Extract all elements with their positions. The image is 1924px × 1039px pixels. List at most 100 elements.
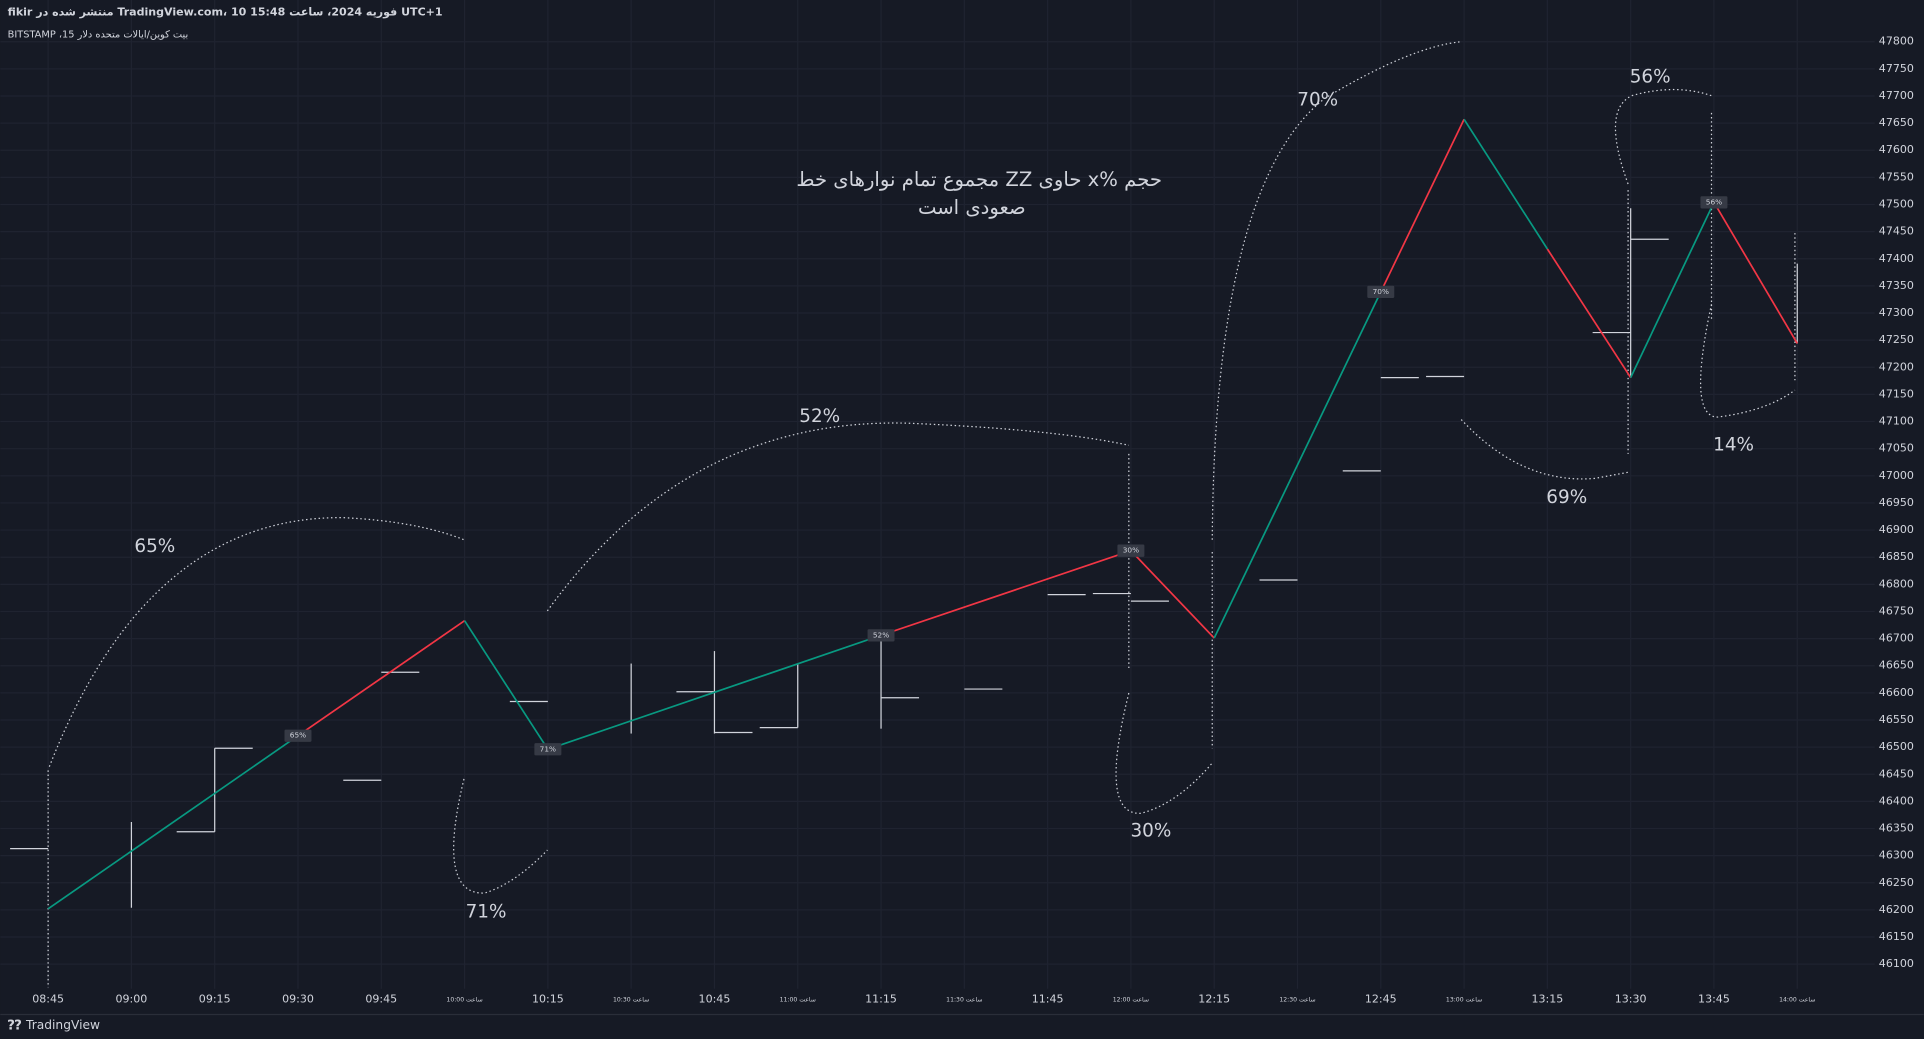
zigzag-segment xyxy=(1213,291,1382,639)
x-tick-label: 09:30 xyxy=(282,993,314,1006)
y-tick-label: 47750 xyxy=(1879,62,1914,75)
y-tick-label: 47100 xyxy=(1879,415,1914,428)
y-tick-label: 46900 xyxy=(1879,523,1914,536)
x-tick-label: 12:15 xyxy=(1198,993,1230,1006)
arc xyxy=(1700,304,1796,418)
x-tick-label: ساعت 11:00 xyxy=(780,997,816,1004)
x-tick-label: ساعت 11:30 xyxy=(946,997,982,1004)
y-tick-label: 47300 xyxy=(1879,306,1914,319)
x-tick-label: ساعت 12:00 xyxy=(1113,997,1149,1004)
y-tick-label: 47250 xyxy=(1879,333,1914,346)
y-tick-label: 47450 xyxy=(1879,225,1914,238)
y-tick-label: 46700 xyxy=(1879,632,1914,645)
zigzag-segment xyxy=(1629,201,1715,378)
y-tick-label: 46750 xyxy=(1879,604,1914,617)
brand: TradingView xyxy=(25,1018,100,1032)
zigzag-segment xyxy=(1130,550,1215,639)
percent-annotation: 14% xyxy=(1713,434,1754,455)
y-tick-label: 46800 xyxy=(1879,577,1914,590)
point-label-box xyxy=(284,729,312,742)
x-tick-label: 10:15 xyxy=(532,993,564,1006)
logo: ⁇ xyxy=(8,1018,22,1034)
y-tick-label: 46150 xyxy=(1879,930,1914,943)
zigzag-segment xyxy=(1713,201,1798,344)
percent-annotation: 69% xyxy=(1546,487,1587,508)
arc xyxy=(546,422,1129,612)
arc xyxy=(1460,419,1629,480)
y-tick-label: 47500 xyxy=(1879,197,1914,210)
decorations xyxy=(47,41,1796,988)
x-tick-label: ساعت 10:30 xyxy=(613,997,649,1004)
y-tick-label: 47200 xyxy=(1879,360,1914,373)
y-tick-label: 46250 xyxy=(1879,876,1914,889)
point-label: 65% xyxy=(290,731,306,740)
y-tick-label: 47350 xyxy=(1879,279,1914,292)
y-tick-label: 46850 xyxy=(1879,550,1914,563)
percent-annotation: 71% xyxy=(466,902,507,923)
x-tick-label: 11:15 xyxy=(865,993,897,1006)
y-tick-label: 47400 xyxy=(1879,252,1914,265)
x-tick-label: 13:45 xyxy=(1698,993,1730,1006)
grid xyxy=(0,0,1875,989)
point-label-box xyxy=(1700,196,1728,209)
arc xyxy=(48,517,465,767)
percent-annotation: 52% xyxy=(799,406,840,427)
x-tick-label: ساعت 10:00 xyxy=(446,997,482,1004)
point-label: 56% xyxy=(1706,197,1722,206)
point-label: 71% xyxy=(540,744,556,753)
y-tick-label: 47150 xyxy=(1879,387,1914,400)
zigzag-segment xyxy=(547,634,882,751)
y-tick-label: 46350 xyxy=(1879,822,1914,835)
x-tick-label: 13:15 xyxy=(1531,993,1563,1006)
percent-annotation: 70% xyxy=(1297,90,1338,111)
zigzag-segment xyxy=(297,619,466,737)
zigzag-segment xyxy=(1546,248,1632,379)
zigzag-segment xyxy=(1463,118,1549,250)
x-tick-label: ساعت 13:00 xyxy=(1446,997,1482,1004)
y-tick-label: 46100 xyxy=(1879,957,1914,970)
point-label-box xyxy=(867,629,895,642)
y-tick-label: 47050 xyxy=(1879,442,1914,455)
y-tick-label: 47600 xyxy=(1879,143,1914,156)
y-tick-label: 47000 xyxy=(1879,469,1914,482)
x-tick-label: 08:45 xyxy=(32,993,64,1006)
y-tick-label: 46200 xyxy=(1879,903,1914,916)
x-tick-label: ساعت 14:00 xyxy=(1779,997,1815,1004)
publisher-line: fikir منتشر شده در TradingView.com، 10 ف… xyxy=(8,5,443,18)
y-tick-label: 46400 xyxy=(1879,794,1914,807)
zigzag-segment xyxy=(463,620,549,750)
point-label-box xyxy=(1367,285,1395,298)
x-tick-label: 09:00 xyxy=(116,993,148,1006)
zigzag-segment xyxy=(1380,118,1465,293)
y-tick-label: 46500 xyxy=(1879,740,1914,753)
y-tick-label: 46950 xyxy=(1879,496,1914,509)
x-tick-label: 13:30 xyxy=(1615,993,1647,1006)
x-tick-label: 10:45 xyxy=(699,993,731,1006)
arc xyxy=(1614,88,1712,185)
y-tick-label: 46300 xyxy=(1879,849,1914,862)
point-label-box xyxy=(534,743,562,756)
y-tick-label: 46550 xyxy=(1879,713,1914,726)
x-tick-label: 11:45 xyxy=(1032,993,1064,1006)
annotation: صعودی است xyxy=(918,196,1026,219)
plot: 46100 46150 46200 46250 46300 46350 46400 46450… xyxy=(10,35,1914,1006)
x-tick-label: 09:45 xyxy=(365,993,397,1006)
x-tick-label: 09:15 xyxy=(199,993,231,1006)
point-label-box xyxy=(1117,544,1145,557)
point-label: 52% xyxy=(873,630,889,639)
percent-annotation: 56% xyxy=(1630,66,1671,87)
y-tick-label: 47800 xyxy=(1879,35,1914,48)
point-label: 30% xyxy=(1123,546,1139,555)
y-tick-label: 46650 xyxy=(1879,659,1914,672)
x-tick-label: ساعت 12:30 xyxy=(1279,997,1315,1004)
symbol-line: BITSTAMP ،15 بیت کوین/ایالات متحده دلار xyxy=(8,29,189,40)
annotation: مجموع تمام نوارهای خط ZZ حاوی x% حجم xyxy=(796,168,1162,191)
y-tick-label: 47650 xyxy=(1879,116,1914,129)
x-tick-label: 12:45 xyxy=(1365,993,1397,1006)
percent-annotation: 30% xyxy=(1130,821,1171,842)
y-tick-label: 47700 xyxy=(1879,89,1914,102)
y-tick-label: 46600 xyxy=(1879,686,1914,699)
